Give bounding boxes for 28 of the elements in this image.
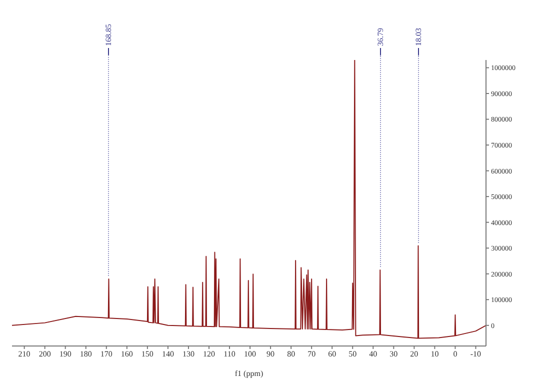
x-tick-label: 130 — [182, 350, 194, 359]
annotation: 168.85 — [104, 24, 114, 46]
x-tick-label: 110 — [224, 350, 236, 359]
x-tick-label: -10 — [470, 350, 482, 359]
x-tick-label: 70 — [308, 350, 316, 359]
x-tick-label: 0 — [453, 350, 458, 359]
x-tick-label: 50 — [348, 350, 357, 359]
x-tick-label: 90 — [266, 350, 275, 359]
x-tick-label: 40 — [369, 350, 378, 359]
line-series — [12, 60, 486, 339]
x-tick-label: 20 — [410, 350, 418, 359]
x-tick-label: 210 — [18, 350, 30, 359]
x-tick-label: 30 — [390, 350, 398, 359]
x-tick-label: 100 — [244, 350, 256, 359]
x-axis-title: f1 (ppm) — [234, 369, 264, 378]
x-tick-label: 200 — [38, 350, 51, 359]
x-tick-label: 120 — [202, 350, 215, 359]
x-tick-label: 60 — [328, 350, 336, 359]
x-tick-label: 10 — [430, 350, 439, 359]
x-tick-label: 170 — [100, 350, 112, 359]
x-tick-label: 180 — [80, 350, 92, 359]
annotation: 18.03 — [414, 28, 423, 46]
x-tick-label: 160 — [120, 350, 133, 359]
x-tick-label: 80 — [287, 350, 296, 359]
x-tick-label: 190 — [59, 350, 72, 359]
annotation: 36.79 — [376, 28, 385, 46]
x-tick-label: 150 — [141, 350, 154, 359]
x-tick-label: 140 — [162, 350, 174, 359]
